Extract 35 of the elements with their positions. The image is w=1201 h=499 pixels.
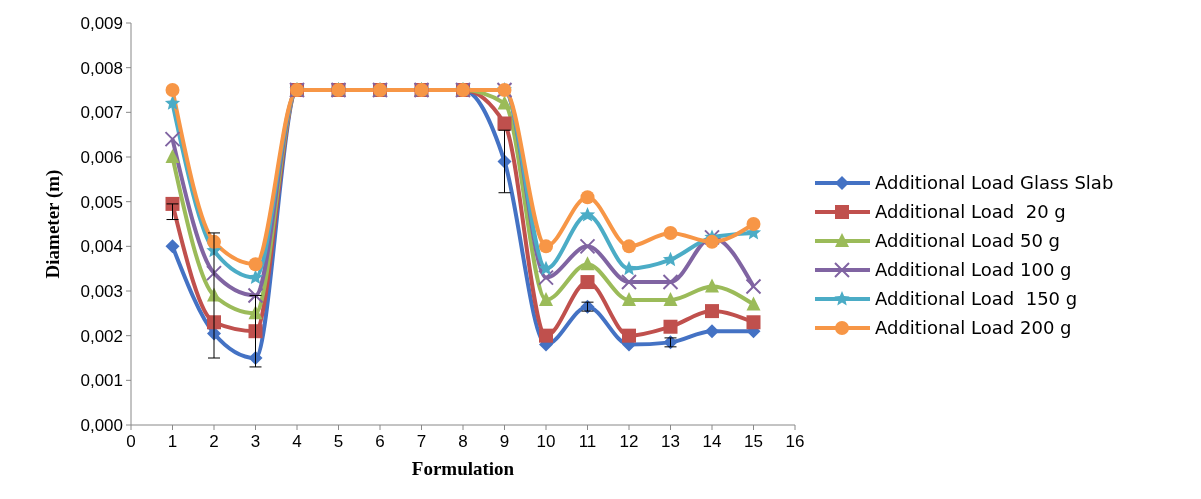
x-tick-label: 14: [702, 432, 722, 451]
x-tick-label: 8: [458, 432, 468, 451]
x-tick-label: 4: [292, 432, 302, 451]
x-tick-label: 13: [661, 432, 680, 451]
x-axis-title: Formulation: [411, 458, 515, 479]
x-tick-label: 10: [536, 432, 556, 451]
x-tick-label: 11: [578, 432, 597, 451]
x-tick-label: 6: [375, 432, 385, 451]
y-tick-label: 0,008: [80, 58, 123, 78]
x-tick-label: 3: [250, 432, 261, 451]
legend-label: Additional Load 200 g: [875, 317, 1072, 339]
y-tick-label: 0,003: [80, 281, 123, 301]
y-tick-label: 0,001: [80, 371, 123, 391]
y-tick-label: 0,002: [80, 326, 123, 346]
legend-label: Additional Load 50 g: [875, 230, 1061, 252]
x-tick-label: 1: [167, 432, 178, 451]
x-tick-label: 0: [126, 432, 136, 451]
x-tick-label: 12: [619, 432, 639, 451]
y-tick-label: 0,006: [80, 147, 123, 167]
y-tick-label: 0,009: [80, 13, 123, 33]
x-tick-label: 5: [333, 432, 344, 451]
y-axis-title: Diameter (m): [42, 169, 64, 279]
x-tick-label: 16: [785, 432, 805, 451]
y-tick-label: 0,005: [80, 192, 123, 212]
y-tick-label: 0,004: [80, 237, 123, 257]
x-tick-label: 7: [416, 432, 427, 451]
y-tick-label: 0,000: [80, 415, 123, 435]
legend-label: Additional Load 20 g: [875, 201, 1066, 223]
legend-label: Additional Load 100 g: [875, 259, 1072, 281]
x-tick-label: 9: [499, 432, 510, 451]
x-tick-label: 15: [744, 432, 763, 451]
legend-label: Additional Load Glass Slab: [875, 172, 1114, 194]
legend-label: Additional Load 150 g: [875, 288, 1078, 310]
x-tick-label: 2: [209, 432, 219, 451]
y-tick-label: 0,007: [80, 103, 123, 123]
